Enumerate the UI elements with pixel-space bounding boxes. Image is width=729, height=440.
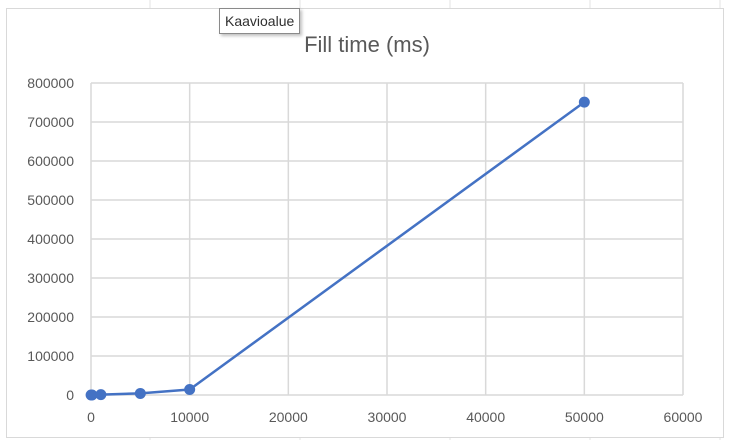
series-layer <box>85 96 590 401</box>
y-tick-label: 100000 <box>27 348 74 364</box>
y-tick-label: 800000 <box>27 75 74 91</box>
y-tick-label: 500000 <box>27 192 74 208</box>
y-tick-labels: 0 100000 200000 300000 400000 500000 600000 700… <box>27 75 74 403</box>
y-tick-label: 0 <box>66 387 74 403</box>
x-tick-label: 20000 <box>269 409 308 425</box>
y-tick-label: 200000 <box>27 309 74 325</box>
data-point <box>578 96 590 108</box>
gridlines <box>90 82 684 396</box>
data-point <box>95 389 107 401</box>
x-tick-label: 0 <box>87 409 95 425</box>
x-tick-labels: 0 10000 20000 30000 40000 50000 60000 <box>87 409 703 425</box>
y-tick-label: 400000 <box>27 231 74 247</box>
x-tick-label: 40000 <box>466 409 505 425</box>
y-tick-label: 600000 <box>27 153 74 169</box>
chart-area[interactable] <box>6 8 724 438</box>
x-tick-label: 30000 <box>368 409 407 425</box>
chart-title: Fill time (ms) <box>304 32 430 57</box>
x-tick-label: 60000 <box>664 409 703 425</box>
series-line <box>90 101 586 397</box>
y-tick-label: 300000 <box>27 270 74 286</box>
chart-area-tooltip: Kaavioalue <box>219 8 301 34</box>
y-tick-label: 700000 <box>27 114 74 130</box>
data-point <box>184 384 196 396</box>
x-tick-label: 10000 <box>170 409 209 425</box>
data-point <box>134 387 146 399</box>
x-tick-label: 50000 <box>565 409 604 425</box>
